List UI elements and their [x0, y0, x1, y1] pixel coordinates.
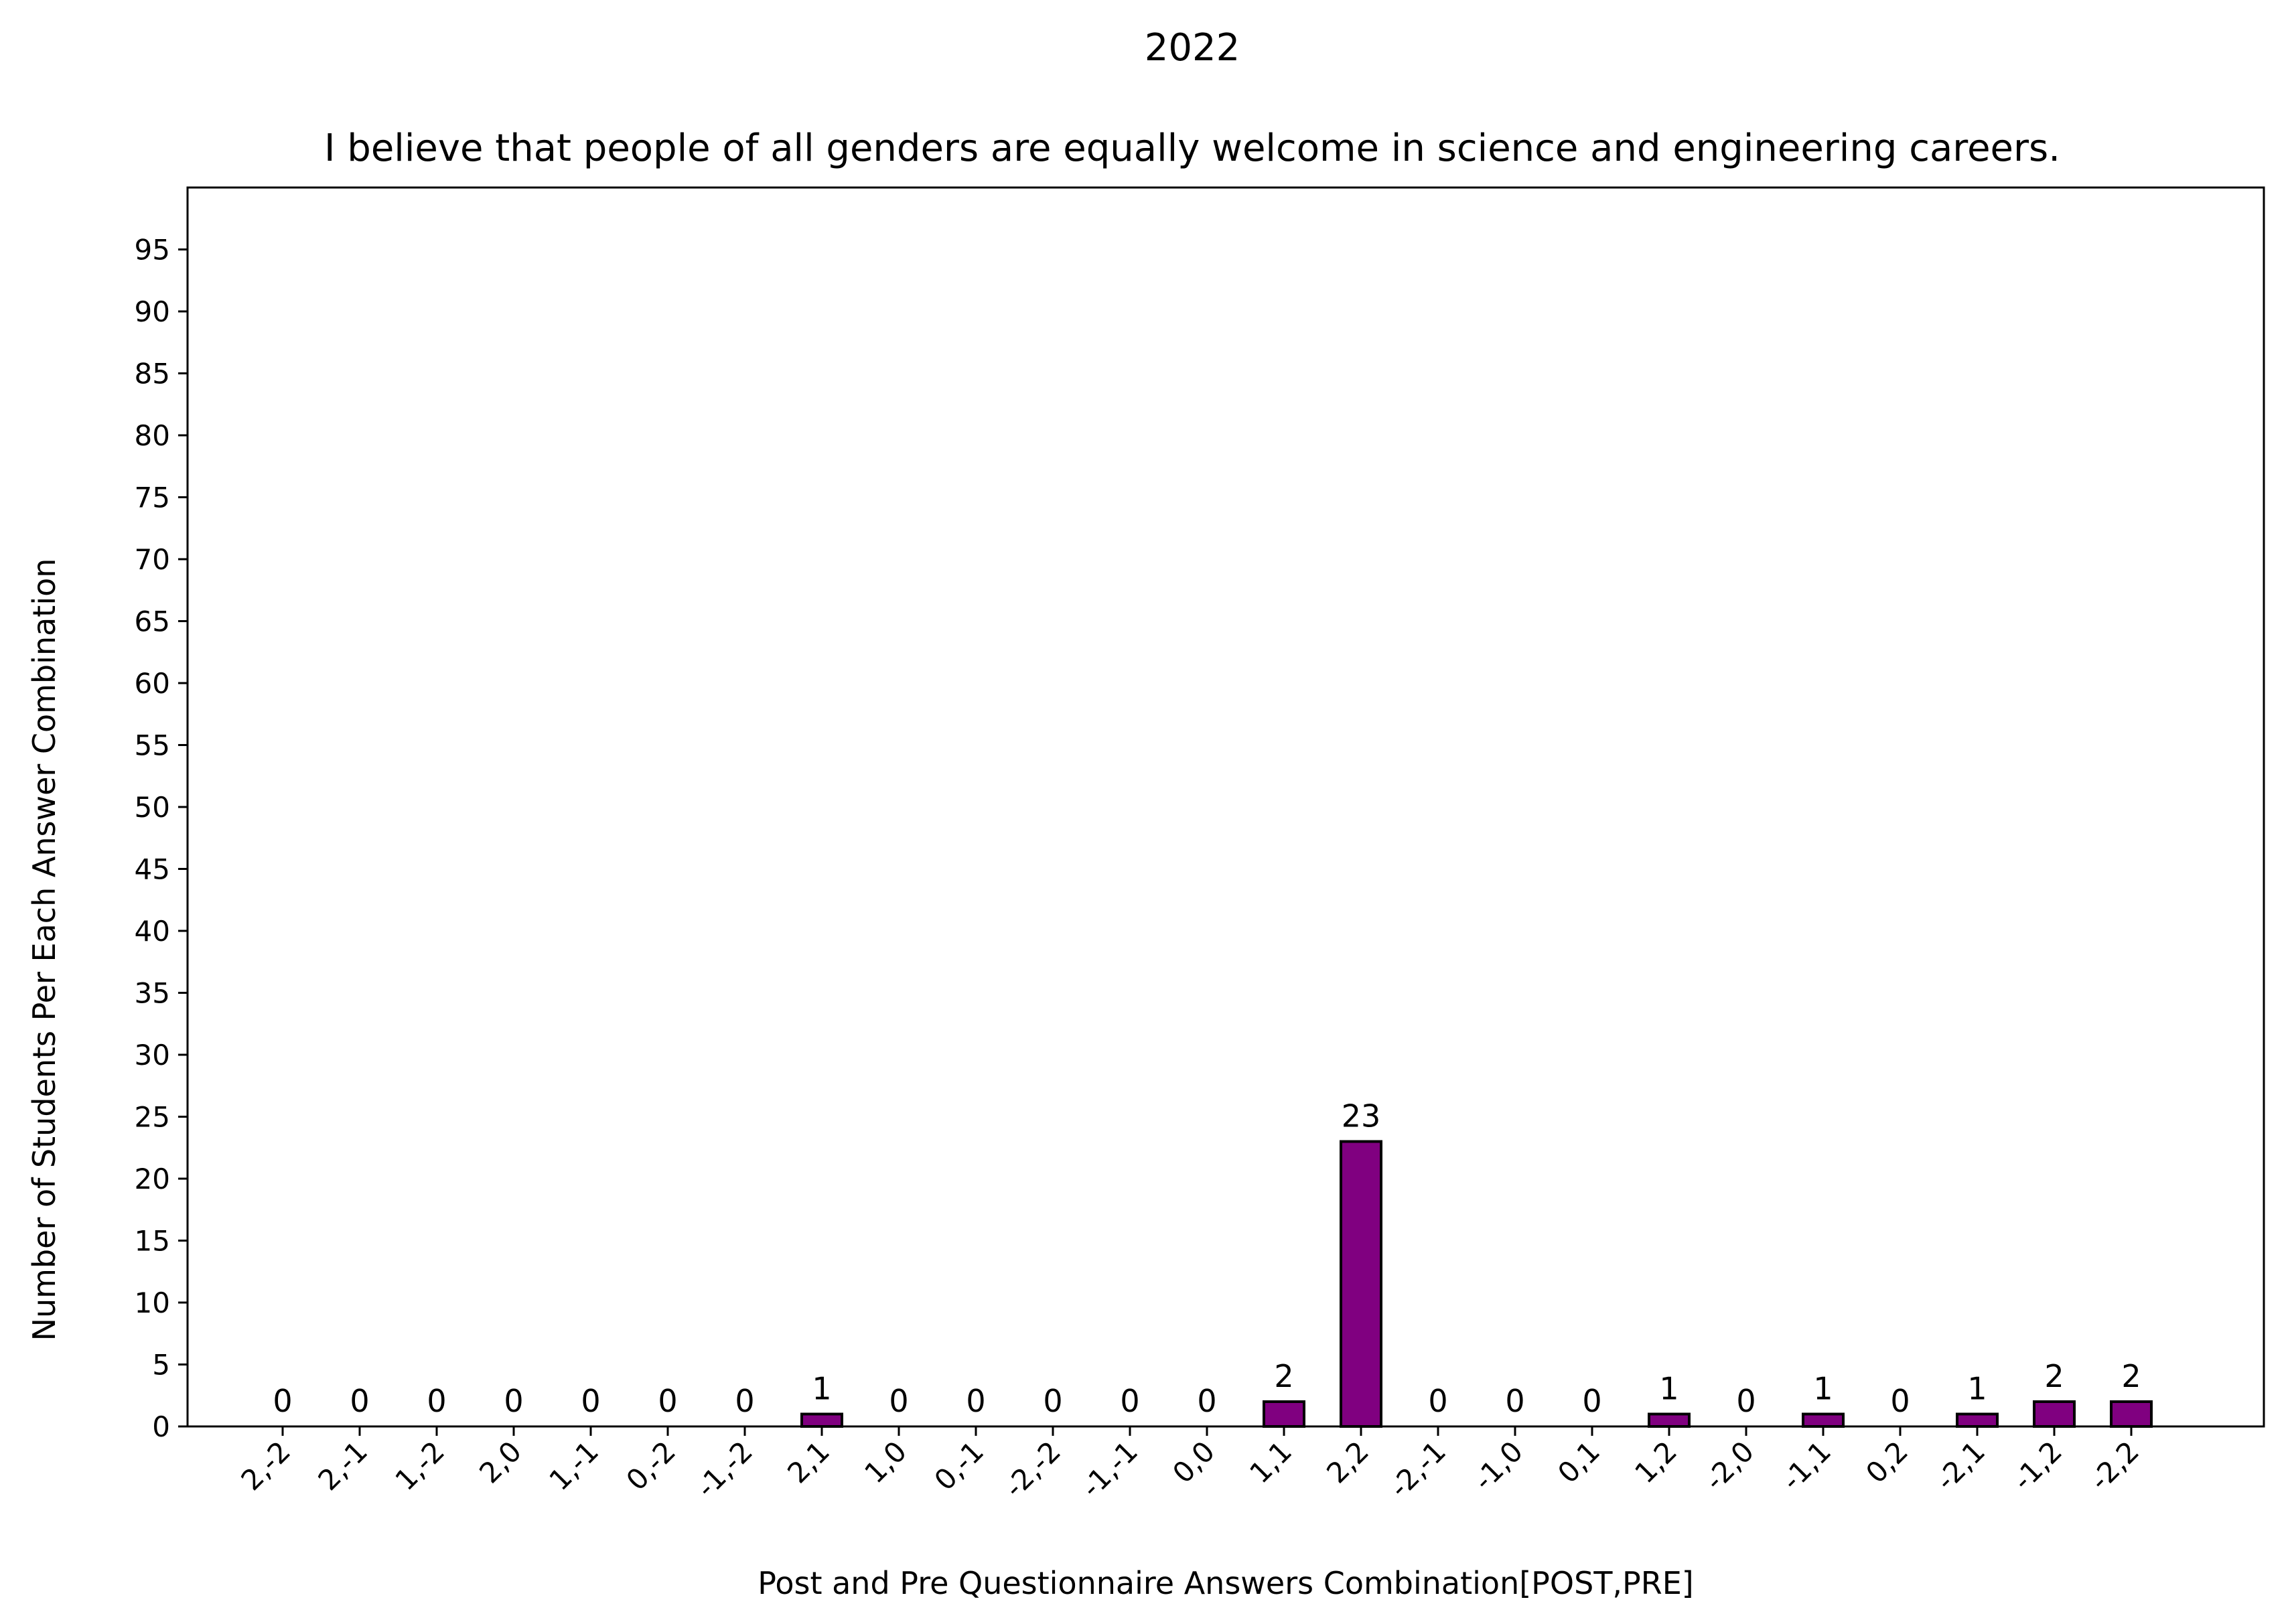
chart-suptitle: 2022: [1145, 26, 1240, 70]
y-tick-label-17: 85: [135, 358, 170, 390]
chart-title: I believe that people of all genders are…: [324, 127, 2060, 170]
x-tick-label-14: 2,2: [1320, 1434, 1375, 1489]
data-label-24: 2: [2121, 1358, 2141, 1394]
data-label-23: 2: [2044, 1358, 2064, 1394]
x-tick-label-2: 1,-2: [388, 1434, 451, 1497]
data-label-14: 23: [1342, 1098, 1381, 1134]
y-tick-label-10: 50: [135, 791, 170, 824]
data-label-19: 0: [1736, 1383, 1756, 1419]
y-tick-label-9: 45: [135, 853, 170, 886]
bars-group: [800, 1140, 2153, 1428]
bar-20: [1802, 1412, 1845, 1428]
x-tick-label-0: 2,-2: [234, 1434, 297, 1497]
y-tick-label-19: 95: [135, 234, 170, 267]
bar-14: [1340, 1140, 1382, 1428]
data-label-3: 0: [504, 1383, 523, 1419]
x-tick-label-9: 0,-1: [928, 1434, 990, 1497]
y-axis-ticks: 0 5 10 15 20 25 30 35 40 45 50 55 60 65 70 75 80 85 90 95: [135, 234, 188, 1443]
data-label-9: 0: [966, 1383, 985, 1419]
y-tick-label-11: 55: [135, 729, 170, 762]
data-label-12: 0: [1197, 1383, 1216, 1419]
data-label-4: 0: [581, 1383, 600, 1419]
data-label-0: 0: [273, 1383, 292, 1419]
data-label-16: 0: [1505, 1383, 1524, 1419]
x-tick-label-7: 2,1: [781, 1434, 836, 1489]
bar-22: [1956, 1412, 1999, 1428]
data-label-13: 2: [1274, 1358, 1293, 1394]
y-tick-label-14: 70: [135, 543, 170, 576]
x-tick-label-22: -2,1: [1929, 1434, 1991, 1497]
x-tick-label-15: -2,-1: [1383, 1434, 1452, 1503]
bar-24: [2110, 1400, 2153, 1428]
x-tick-label-23: -1,2: [2006, 1434, 2068, 1497]
x-tick-label-6: -1,-2: [690, 1434, 759, 1503]
bar-7: [800, 1412, 843, 1428]
data-label-1: 0: [350, 1383, 369, 1419]
y-tick-label-5: 25: [135, 1101, 170, 1134]
bar-18: [1648, 1412, 1691, 1428]
x-tick-label-24: -2,2: [2083, 1434, 2145, 1497]
x-tick-label-11: -1,-1: [1075, 1434, 1144, 1503]
data-label-17: 0: [1582, 1383, 1601, 1419]
x-axis-ticks: 2,-2 2,-1 1,-2 2,0 1,-1 0,-2 -1,-2 2,1 1,0 0,-1 -2…: [234, 1426, 2145, 1504]
y-tick-label-6: 30: [135, 1039, 170, 1072]
data-label-6: 0: [735, 1383, 754, 1419]
data-label-18: 1: [1659, 1371, 1678, 1407]
x-tick-label-19: -2,0: [1698, 1434, 1760, 1497]
x-tick-label-12: 0,0: [1166, 1434, 1221, 1489]
data-labels-group: 0 0 0 0 0 0 0 1 0 0 0 0 0 2 23 0 0 0 1 0 1 0 1 2 2: [273, 1098, 2141, 1420]
x-tick-label-4: 1,-1: [543, 1434, 605, 1497]
data-label-2: 0: [427, 1383, 446, 1419]
y-tick-label-12: 60: [135, 667, 170, 700]
bar-13: [1263, 1400, 1305, 1428]
y-tick-label-4: 20: [135, 1163, 170, 1195]
y-tick-label-2: 10: [135, 1286, 170, 1319]
y-tick-label-8: 40: [135, 915, 170, 948]
y-tick-label-3: 15: [135, 1225, 170, 1258]
y-tick-label-15: 75: [135, 482, 170, 514]
x-tick-label-16: -1,0: [1467, 1434, 1529, 1497]
x-tick-label-3: 2,0: [473, 1434, 528, 1489]
data-label-8: 0: [889, 1383, 908, 1419]
data-label-20: 1: [1813, 1371, 1833, 1407]
x-tick-label-5: 0,-2: [620, 1434, 682, 1497]
data-label-22: 1: [1967, 1371, 1987, 1407]
plot-frame: [186, 186, 2265, 1428]
x-tick-label-8: 1,0: [858, 1434, 913, 1489]
x-tick-label-20: -1,1: [1775, 1434, 1837, 1497]
x-tick-label-1: 2,-1: [311, 1434, 374, 1497]
x-tick-label-10: -2,-2: [998, 1434, 1067, 1503]
x-tick-label-17: 0,1: [1551, 1434, 1606, 1489]
y-tick-label-7: 35: [135, 977, 170, 1010]
data-label-10: 0: [1043, 1383, 1062, 1419]
x-tick-label-21: 0,2: [1859, 1434, 1914, 1489]
x-tick-label-18: 1,2: [1628, 1434, 1683, 1489]
x-tick-label-13: 1,1: [1243, 1434, 1298, 1489]
data-label-5: 0: [658, 1383, 677, 1419]
x-axis-label: Post and Pre Questionnaire Answers Combi…: [758, 1565, 1694, 1601]
y-tick-label-13: 65: [135, 605, 170, 638]
y-tick-label-0: 0: [152, 1410, 170, 1443]
data-label-21: 0: [1890, 1383, 1910, 1419]
bar-23: [2033, 1400, 2076, 1428]
data-label-7: 1: [812, 1371, 831, 1407]
y-axis-label: Number of Students Per Each Answer Combi…: [26, 559, 62, 1341]
data-label-11: 0: [1120, 1383, 1139, 1419]
data-label-15: 0: [1428, 1383, 1447, 1419]
y-tick-label-1: 5: [152, 1349, 170, 1382]
y-tick-label-18: 90: [135, 295, 170, 328]
y-tick-label-16: 80: [135, 419, 170, 452]
